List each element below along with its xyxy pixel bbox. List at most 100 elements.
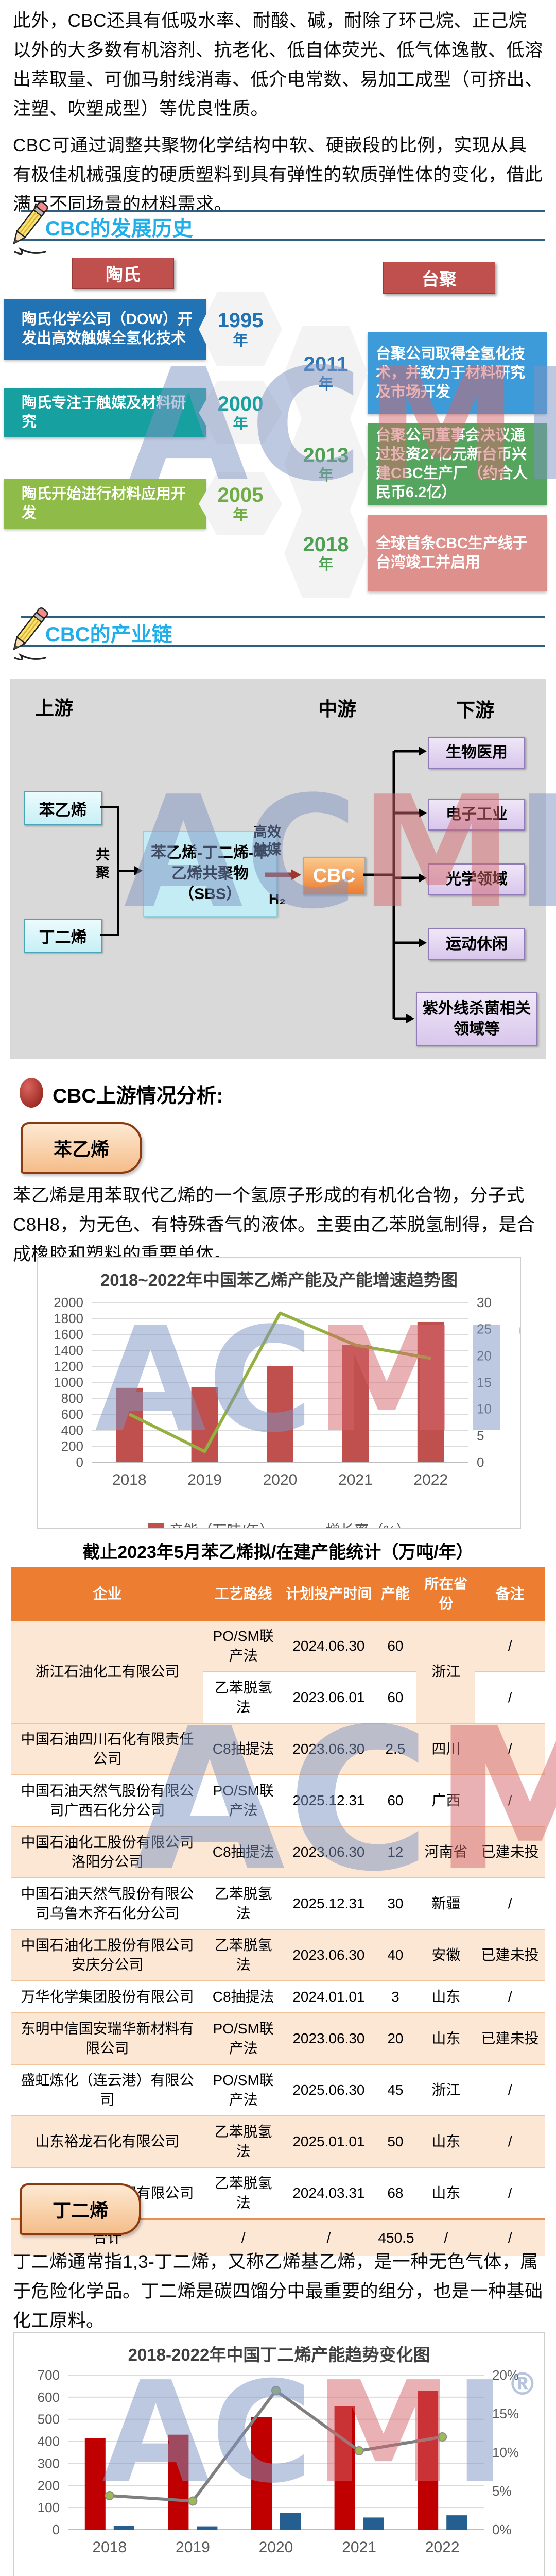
timeline-year-suffix: 年 — [233, 332, 248, 349]
timeline-text: 陶氏化学公司（DOW）开发出高效触媒全氢化技术 — [22, 311, 193, 347]
table-cell: 2023.06.01 — [283, 1672, 374, 1724]
line-marker — [188, 2496, 198, 2506]
table-cell: 60 — [374, 1621, 417, 1672]
right-axis-tick: 0% — [492, 2522, 512, 2537]
table-cell: 中国石油化工股份有限公司安庆分公司 — [11, 1929, 203, 1981]
left-axis-tick: 200 — [61, 1438, 83, 1454]
line-marker — [105, 2491, 114, 2500]
butadiene-paragraph: 丁二烯通常指1,3-丁二烯，又称乙烯基乙烯，是一种无色气体，属于危险化学品。丁二… — [13, 2252, 543, 2331]
left-axis-tick: 200 — [38, 2478, 60, 2493]
right-axis-tick: 0 — [477, 1454, 484, 1470]
pencil-icon — [13, 607, 48, 661]
bar-2022 — [418, 2391, 439, 2530]
left-axis-tick: 400 — [61, 1422, 83, 1438]
industry-chain-diagram: 上游 中游 下游 苯乙烯 丁二烯 共聚 苯乙烯-丁二烯-苯乙烯共聚物（SBS） … — [10, 679, 556, 1059]
table-cell: 中国石油化工股份有限公司洛阳分公司 — [11, 1826, 203, 1878]
table-cell: 山东 — [416, 2013, 476, 2065]
chain-connectors — [100, 747, 427, 1023]
x-axis-label: 2021 — [342, 2539, 376, 2556]
table-cell: 2023.06.30 — [283, 1826, 374, 1878]
left-axis-tick: 100 — [38, 2500, 60, 2515]
legend-label: 产能（万吨/年） — [169, 1519, 274, 1528]
timeline-year: 2000 — [217, 393, 264, 415]
chain-col-midstream: 中游 — [318, 699, 356, 720]
left-axis-tick: 1200 — [54, 1359, 83, 1374]
table-cell: / — [475, 1672, 545, 1724]
divider-line — [21, 210, 545, 212]
table-row: 浙江石油化工有限公司 PO/SM联产法 2024.06.30 60 浙江 / — [11, 1621, 545, 1724]
table-header-cell: 备注 — [475, 1567, 545, 1621]
left-axis-tick: 1800 — [54, 1311, 83, 1326]
bar-2019 — [197, 2526, 218, 2530]
chain-col-upstream: 上游 — [35, 698, 73, 719]
x-axis-label: 2018 — [112, 1471, 147, 1488]
timeline-year: 2013 — [303, 444, 349, 467]
table-row: 中国石油天然气股份有限公司广西石化分公司 PO/SM联产法 2025.12.31 60… — [11, 1775, 545, 1827]
chart-canvas: 0200400600800100012001400160018002000051… — [54, 1295, 492, 1488]
right-axis-tick: 5 — [477, 1428, 484, 1443]
section-title-chain: CBC的产业链 — [45, 623, 172, 646]
timeline-year-badge: 2013 年 — [284, 417, 368, 512]
hydrogen-label: H₂ — [269, 891, 286, 907]
bar-2021 — [342, 1345, 369, 1462]
upstream-analysis-header: CBC上游情况分析: — [0, 1076, 556, 1113]
table-cell: C8抽提法 — [203, 1826, 284, 1878]
table-cell: / — [475, 1775, 545, 1827]
divider-line — [21, 616, 545, 618]
timeline-year: 2011 — [303, 353, 349, 376]
table-cell: 乙苯脱氢法 — [203, 2116, 284, 2168]
timeline-band-2011: 台聚公司取得全氢化技术，并致力于材料研究及市场开发 — [368, 332, 547, 414]
line-marker — [271, 2386, 281, 2395]
table-cell: 50 — [374, 2116, 417, 2168]
table-cell: 30 — [374, 1878, 417, 1930]
timeline-text: 全球首条CBC生产线于台湾竣工并启用 — [376, 535, 528, 571]
table-cell: 2.5 — [374, 1723, 417, 1775]
legend-swatch — [147, 1523, 164, 1528]
right-axis-tick: 20 — [477, 1348, 492, 1363]
timeline-year-suffix: 年 — [318, 376, 334, 393]
bar-2021 — [334, 2406, 355, 2530]
table-cell: 中国石油天然气股份有限公司广西石化分公司 — [11, 1775, 203, 1827]
timeline-year-badge: 2018 年 — [284, 509, 368, 598]
right-axis-tick: 30 — [477, 1295, 492, 1310]
table-row: 山东裕龙石化有限公司 乙苯脱氢法 2025.01.01 50 山东 / — [11, 2116, 545, 2168]
table-cell: 山东 — [416, 2116, 476, 2168]
legend-label: 增长率（%） — [325, 1519, 410, 1528]
table-header-cell: 工艺路线 — [203, 1567, 284, 1621]
table-cell: 浙江石油化工有限公司 — [11, 1621, 203, 1724]
table-cell: 中国石油天然气股份有限公司乌鲁木齐石化分公司 — [11, 1878, 203, 1930]
growth-line — [128, 1311, 431, 1453]
chain-box-butadiene: 丁二烯 — [24, 919, 102, 953]
left-axis-tick: 800 — [61, 1391, 83, 1406]
table-cell: 东明中信国安瑞华新材料有限公司 — [11, 2013, 203, 2065]
timeline-band-2013: 台聚公司董事会决议通过投资27亿元新台币兴建CBC生产厂（约合人民币6.2亿） — [368, 423, 547, 505]
table-row: 合计 //450.5// — [11, 2218, 545, 2256]
table-row: 盛虹炼化（连云港）有限公司 PO/SM联产法 2025.06.30 45 浙江 / — [11, 2064, 545, 2116]
table-cell: / — [475, 1878, 545, 1930]
left-axis-tick: 1000 — [54, 1375, 83, 1390]
table-cell: 山东 — [416, 2167, 476, 2220]
table-cell: C8抽提法 — [203, 1723, 284, 1775]
butadiene-capacity-chart: 0 100 200 300 400 500 600 700 0% 5% 10% 15% 20% 2018 2… — [14, 2367, 544, 2576]
upstream-analysis-title: CBC上游情况分析: — [53, 1085, 223, 1107]
section-title-history: CBC的发展历史 — [45, 217, 193, 240]
intro-paragraph-1: 此外，CBC还具有低吸水率、耐酸、碱，耐除了环己烷、正己烷以外的大多数有机溶剂、… — [13, 11, 543, 119]
table-cell: 山东裕龙石化有限公司 — [11, 2116, 203, 2168]
bar-2022 — [446, 2515, 467, 2530]
table-header-cell: 产能 — [374, 1567, 417, 1621]
timeline-year: 1995 — [217, 309, 264, 332]
table-cell: 已建未投 — [475, 2013, 545, 2065]
bar-2018 — [116, 1387, 143, 1462]
table-cell: 浙江 — [416, 2064, 476, 2116]
table-cell: PO/SM联产法 — [203, 2013, 284, 2065]
timeline-year-suffix: 年 — [233, 416, 248, 432]
bar-2018 — [113, 2526, 134, 2530]
pencil-icon — [13, 201, 48, 255]
right-axis-tick: 20% — [492, 2367, 519, 2383]
timeline-year-badge: 2011 年 — [284, 326, 368, 420]
timeline-year-badge: 2000 年 — [199, 381, 282, 444]
downstream-box: 生物医用 — [428, 737, 525, 769]
table-cell: 2025.06.30 — [283, 2064, 374, 2116]
table-row: 中国石油四川石化有限责任公司 C8抽提法 2023.06.30 2.5 四川 / — [11, 1723, 545, 1775]
table-header-row: 企业 工艺路线 计划投产时间 产能 所在省份 备注 — [11, 1567, 545, 1621]
